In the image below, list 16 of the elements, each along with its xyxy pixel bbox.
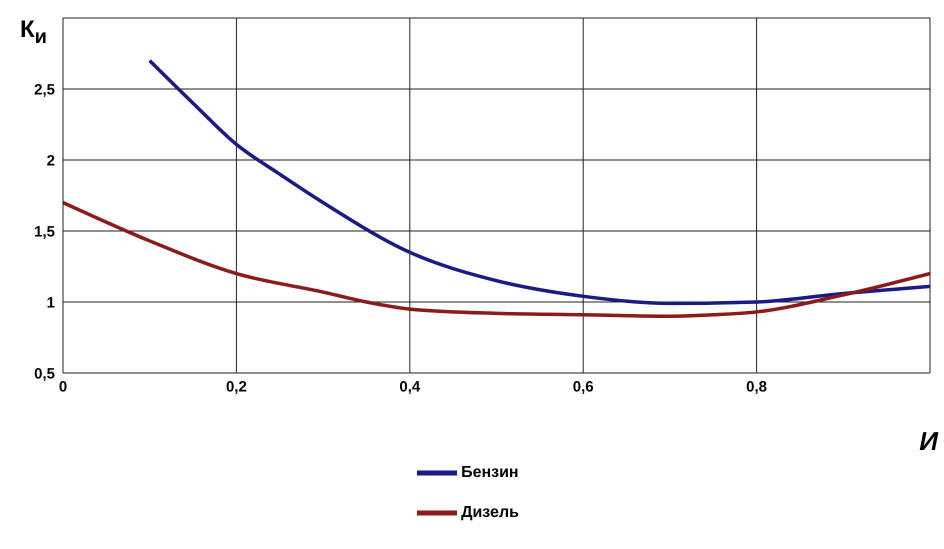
legend-label: Дизель — [461, 504, 519, 522]
x-tick-label: 0,2 — [226, 378, 247, 396]
x-tick-label: 0 — [58, 378, 68, 396]
x-tick-label: 0,8 — [746, 378, 768, 396]
y-tick-label: 1,5 — [34, 223, 55, 240]
y-tick-label: 2 — [46, 152, 55, 170]
y-tick-label: 0,5 — [34, 365, 55, 382]
y-tick-label: 2,5 — [34, 81, 55, 98]
y-tick-label: 1 — [46, 294, 55, 312]
x-axis-title: И — [919, 426, 938, 457]
y-axis-title: К$_{и}$ — [20, 16, 47, 49]
line-series — [63, 200, 930, 318]
legend-label: Бензин — [461, 464, 519, 482]
x-tick-label: 0,6 — [572, 378, 594, 396]
line-series — [148, 58, 930, 306]
x-tick-label: 0,4 — [399, 378, 421, 396]
